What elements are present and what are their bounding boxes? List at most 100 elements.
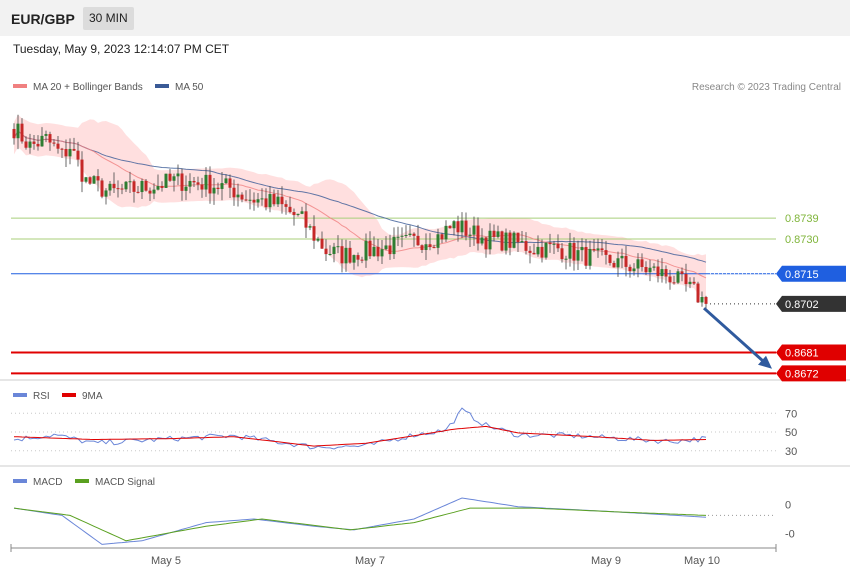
ma50-line — [13, 130, 707, 263]
candle — [328, 245, 332, 256]
candle-body — [48, 134, 52, 143]
candle-body — [44, 134, 48, 136]
macd-tick-label: 0 — [785, 500, 791, 512]
candle — [608, 254, 612, 266]
candle-body — [336, 246, 340, 248]
candle — [624, 245, 628, 277]
candle — [524, 232, 528, 255]
candle — [276, 189, 280, 207]
legend-macd-signal: MACD Signal — [95, 477, 155, 488]
candle — [48, 131, 52, 151]
candle — [372, 236, 376, 257]
candle-body — [356, 255, 360, 260]
candle — [192, 176, 196, 188]
candle-body — [620, 255, 624, 259]
level-tag — [776, 365, 846, 382]
candle-body — [564, 258, 568, 260]
candle-body — [600, 248, 604, 251]
candle-body — [572, 243, 576, 261]
candle-body — [312, 226, 316, 241]
candle — [248, 189, 252, 210]
candle — [176, 164, 180, 186]
candle-body — [560, 248, 564, 260]
candle-body — [280, 196, 284, 205]
candle-body — [328, 254, 332, 256]
candle-body — [60, 148, 64, 150]
legend-swatch-macd — [13, 479, 27, 483]
candle-body — [56, 143, 60, 149]
forecast-arrow-head — [758, 355, 772, 369]
candle — [668, 269, 672, 290]
candle-body — [80, 159, 84, 182]
candle-body — [348, 247, 352, 263]
candle-body — [648, 267, 652, 273]
candle-body — [696, 283, 700, 303]
candle — [96, 169, 100, 192]
candle-body — [304, 211, 308, 228]
candle — [420, 244, 424, 254]
candle-body — [624, 255, 628, 267]
candle-body — [588, 248, 592, 266]
rsi-panel: 70 50 30 — [11, 407, 797, 458]
candle — [320, 231, 324, 249]
candle-body — [628, 266, 632, 272]
candle-body — [212, 187, 216, 194]
timeframe-button[interactable]: 30 MIN — [83, 7, 134, 30]
candle — [408, 225, 412, 237]
candle-body — [532, 252, 536, 255]
candle — [136, 185, 140, 194]
candle — [108, 181, 112, 196]
candle — [236, 183, 240, 207]
candle-body — [176, 173, 180, 177]
candle-body — [612, 262, 616, 268]
candle-body — [92, 176, 96, 184]
candle — [584, 239, 588, 270]
candle — [680, 267, 684, 282]
candle — [272, 189, 276, 207]
candle — [384, 236, 388, 251]
candle — [632, 263, 636, 276]
candle — [124, 181, 128, 192]
candle-body — [516, 232, 520, 243]
legend-swatch-macd-signal — [75, 479, 89, 483]
candle — [416, 224, 420, 246]
candle-body — [20, 123, 24, 142]
candle-body — [244, 199, 248, 201]
candle — [52, 139, 56, 147]
candle-body — [216, 187, 220, 189]
candle-body — [480, 237, 484, 244]
candle-body — [288, 206, 292, 213]
candle — [380, 239, 384, 265]
candle — [44, 130, 48, 143]
candle-body — [552, 243, 556, 245]
candle — [492, 224, 496, 242]
candle — [564, 255, 568, 270]
legend-macd: MACD — [33, 477, 62, 488]
candle — [636, 253, 640, 278]
candle-body — [508, 232, 512, 248]
candle-body — [64, 148, 68, 157]
candle — [156, 174, 160, 191]
candle-body — [40, 135, 44, 147]
candle-body — [160, 186, 164, 188]
candle — [288, 196, 292, 214]
candle-body — [584, 247, 588, 266]
candle-body — [120, 188, 124, 190]
candle — [168, 168, 172, 182]
candle — [700, 291, 704, 307]
candle — [684, 263, 688, 292]
candle — [620, 248, 624, 269]
candle — [540, 239, 544, 263]
candle — [132, 179, 136, 203]
candle-body — [548, 242, 552, 245]
candle-body — [368, 240, 372, 257]
candle-body — [488, 230, 492, 250]
candle — [568, 232, 572, 267]
candle-body — [556, 243, 560, 249]
candle — [188, 173, 192, 194]
candle-body — [608, 254, 612, 263]
candle-body — [320, 238, 324, 249]
candle-body — [156, 186, 160, 190]
legend-ma20: MA 20 + Bollinger Bands — [33, 82, 143, 93]
